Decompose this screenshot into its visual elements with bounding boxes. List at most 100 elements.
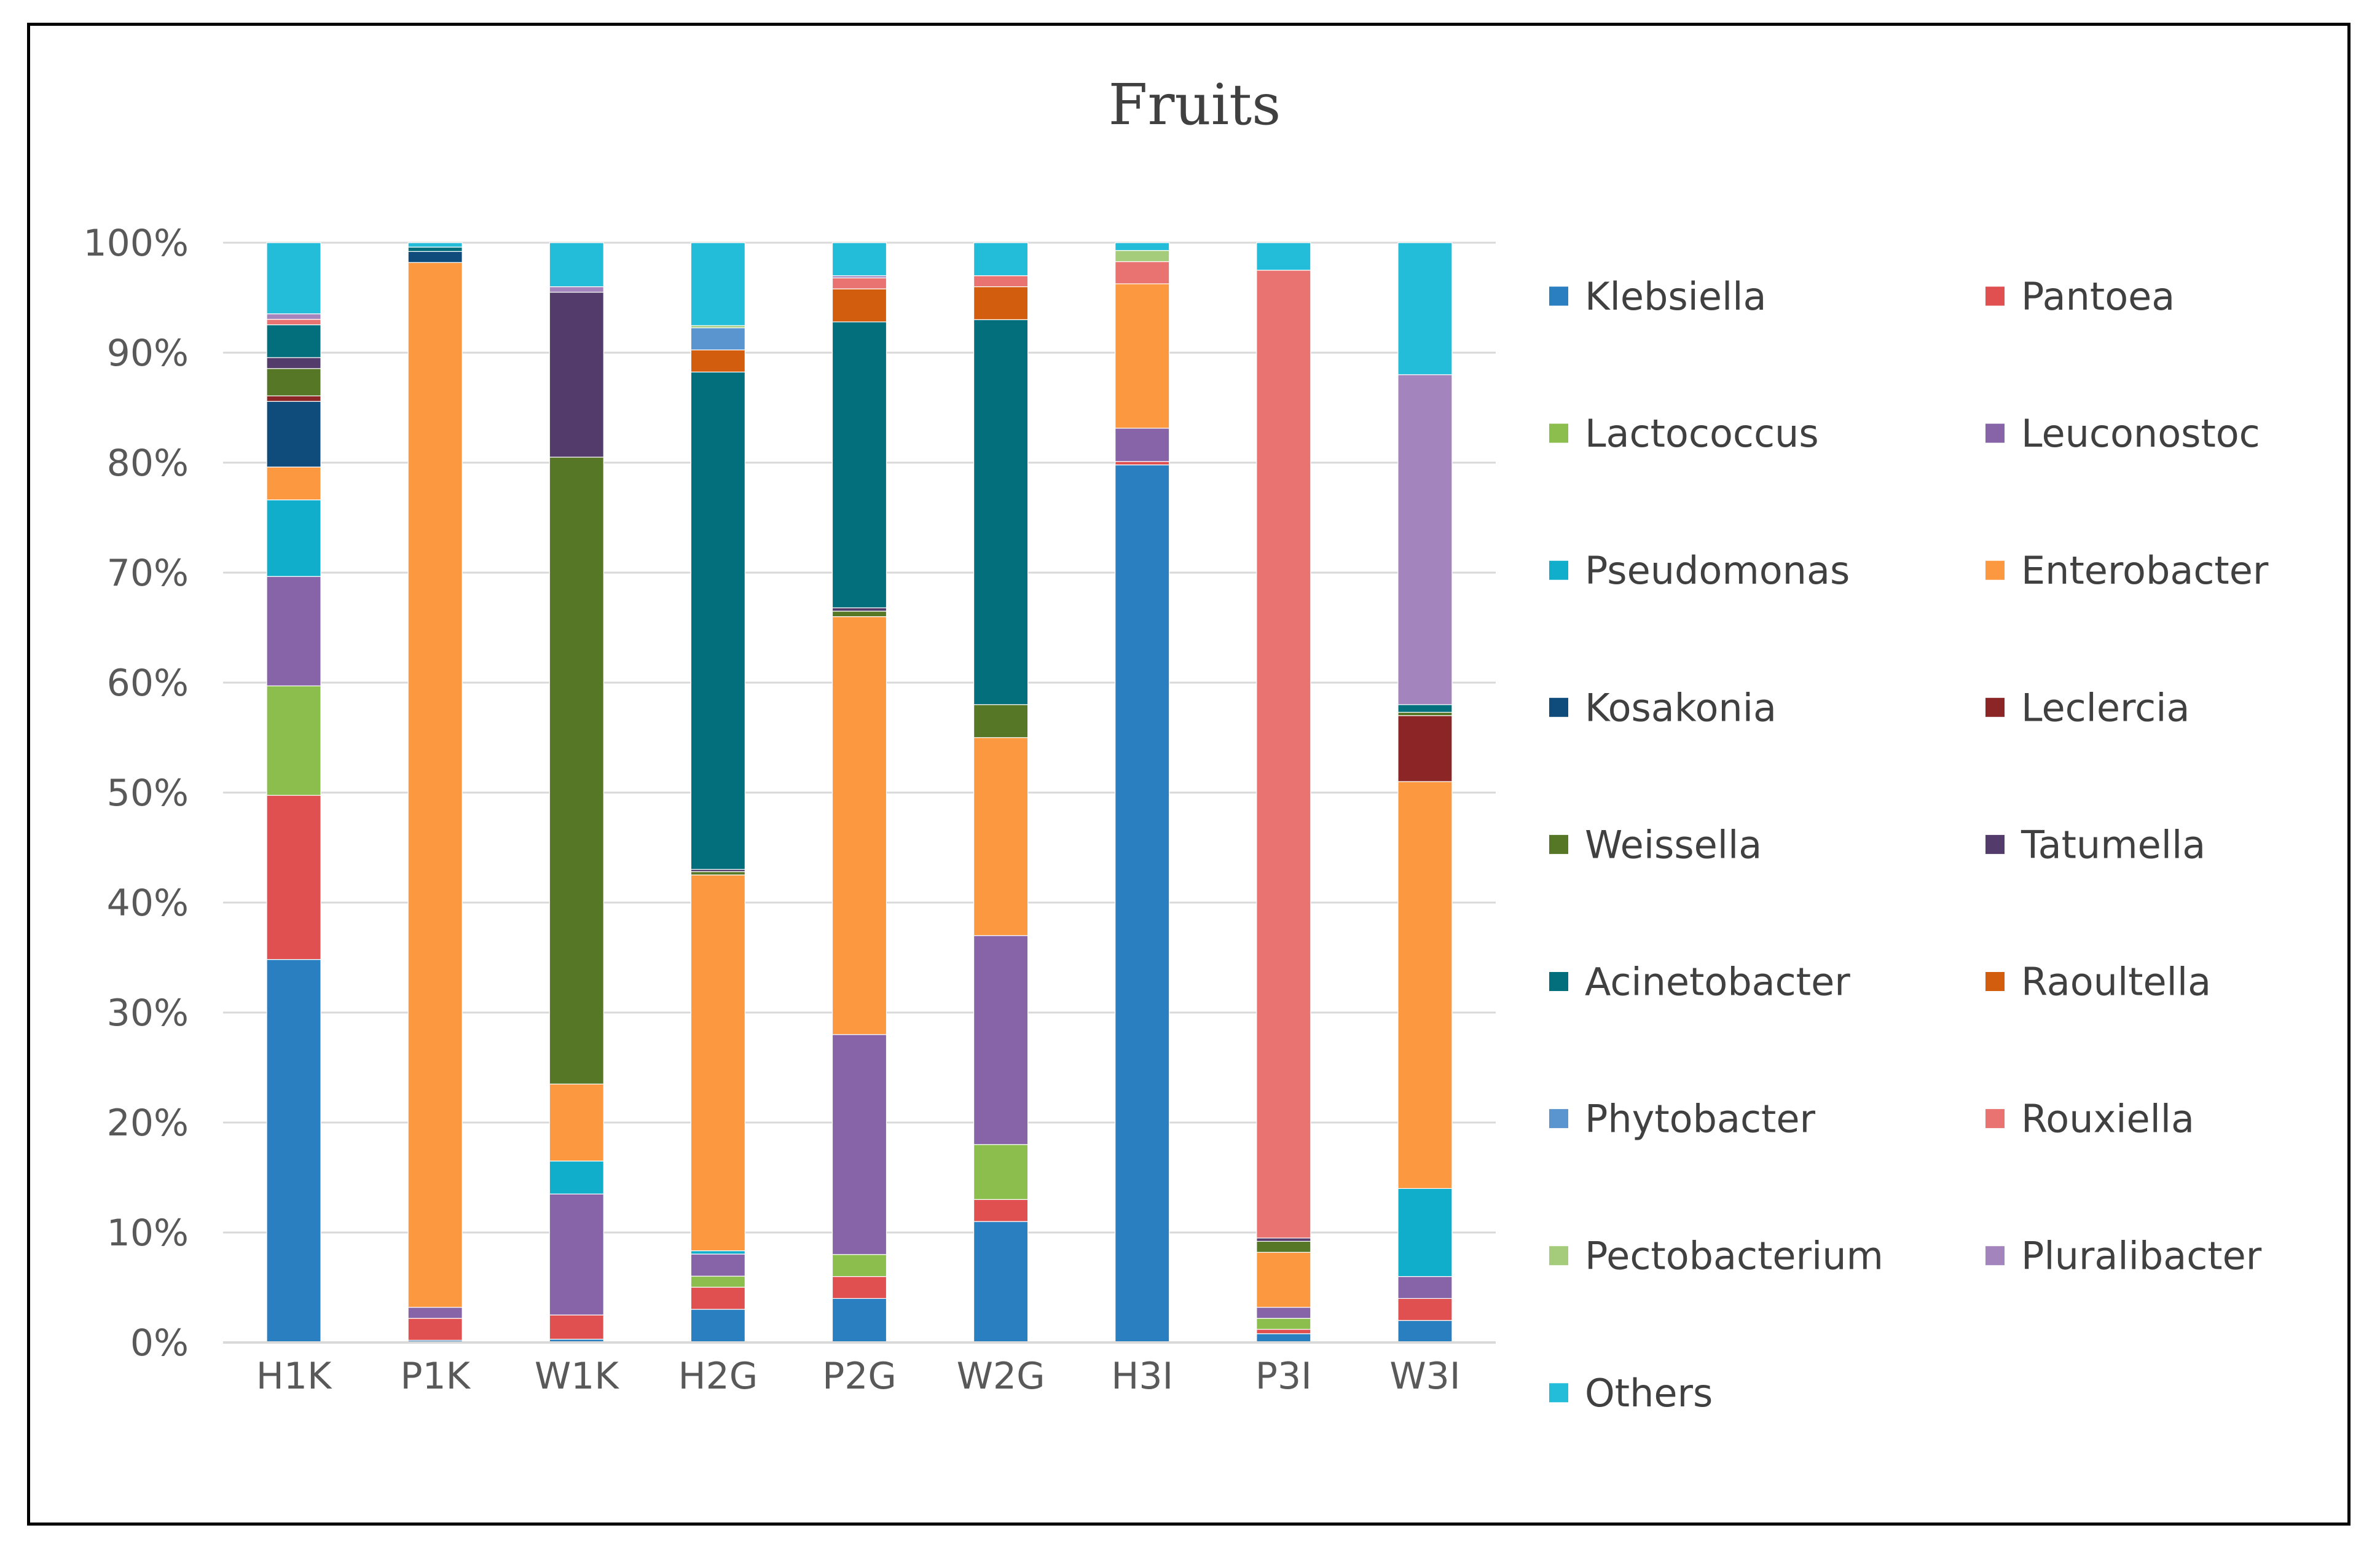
legend-item-leclercia: Leclercia — [1985, 685, 2190, 730]
legend-item-klebsiella: Klebsiella — [1549, 274, 1767, 319]
legend-label: Raoultella — [2021, 960, 2211, 1005]
y-tick-label: 100% — [83, 222, 189, 265]
legend-label: Pectobacterium — [1585, 1234, 1883, 1279]
bar-stack-p3i: Klebsiella P3I: 0.8Pantoea P3I: 0.4Lacto… — [1256, 242, 1311, 1343]
bar-segment-weissella-w3i: Weissella W3I: 0.3 — [1397, 711, 1453, 716]
legend-swatch — [1985, 560, 2005, 580]
bar-segment-lactococcus-w2g: Lactococcus W2G: 5 — [973, 1144, 1029, 1200]
bar-segment-rouxiella-p2g: Rouxiella P2G: 1 — [831, 277, 887, 289]
bar-segment-pantoea-h2g: Pantoea H2G: 2 — [690, 1287, 745, 1310]
bar-segment-pseudomonas-h1k: Pseudomonas H1K: 7 — [266, 499, 321, 577]
y-tick-label: 50% — [107, 772, 189, 815]
bar-segment-klebsiella-h1k: Klebsiella H1K: 35 — [266, 959, 321, 1343]
bar-stack-w1k: Klebsiella W1K: 0.3Pantoea W1K: 2.2Leuco… — [549, 242, 604, 1343]
bar-segment-pantoea-p2g: Pantoea P2G: 2 — [831, 1276, 887, 1299]
bar-stacks: Klebsiella H1K: 35Pantoea H1K: 15 Lactoco… — [266, 242, 1453, 1343]
bar-segment-weissella-w2g: Weissella W2G: 3 — [973, 704, 1029, 739]
legend-swatch — [1985, 1109, 2005, 1129]
legend-swatch — [1549, 834, 1568, 854]
legend-label: Rouxiella — [2021, 1097, 2194, 1142]
legend-swatch — [1549, 1246, 1568, 1266]
legend-swatch — [1985, 423, 2005, 443]
bar-segment-others-p1k: Others P1K: 0.4 — [407, 242, 463, 248]
bar-segment-klebsiella-w2g: Klebsiella W2G: 11 — [973, 1221, 1029, 1343]
bar-segment-pantoea-w1k: Pantoea W1K: 2.2 — [549, 1314, 604, 1340]
bar-segment-lactococcus-h2g: Lactococcus H2G: 1 — [690, 1276, 745, 1288]
legend-swatch — [1549, 1109, 1568, 1129]
bar-segment-klebsiella-h2g: Klebsiella H2G: 3 — [690, 1309, 745, 1343]
bar-segment-pseudomonas-h2g: Pseudomonas H2G: 0.3 — [690, 1250, 745, 1255]
bar-segment-others-p3i: Others P3I: 2.5 — [1256, 242, 1311, 271]
bar-segment-leuconostoc-h3i: Leuconostoc H3I: 3 — [1115, 428, 1170, 462]
bar-segment-pantoea-p3i: Pantoea P3I: 0.4 — [1256, 1328, 1311, 1334]
bar-segment-acinetobacter-w2g: Acinetobacter W2G: 35 — [973, 319, 1029, 705]
legend-swatch — [1985, 834, 2005, 854]
chart-frame: Fruits 0% 10% 20% 30% 40% 50% 60% 70% 80% 90% 100%… — [27, 23, 2351, 1526]
legend-swatch — [1549, 560, 1568, 580]
y-tick-label: 60% — [107, 662, 189, 705]
bar-segment-enterobacter-h2g: Enterobacter H2G: 34 — [690, 874, 745, 1252]
bar-segment-pseudomonas-w3i: Pseudomonas W3I: 8 — [1397, 1188, 1453, 1277]
bar-stack-p2g: Klebsiella P2G: 4Pantoea P2G: 2Lactococc… — [831, 242, 887, 1343]
legend-label: Lactococcus — [1585, 411, 1819, 456]
y-tick-label: 20% — [107, 1102, 189, 1145]
y-tick-label: 0% — [130, 1322, 189, 1365]
legend-swatch — [1549, 972, 1568, 991]
legend-item-phytobacter: Phytobacter — [1549, 1097, 1816, 1142]
legend-swatch — [1549, 423, 1568, 443]
legend-swatch — [1985, 972, 2005, 991]
legend-label: Pluralibacter — [2021, 1234, 2262, 1279]
bar-segment-tatumella-p2g: Tatumella P2G: 0.3 — [831, 607, 887, 612]
bar-segment-pantoea-h3i: Pantoea H3I: 0.3 — [1115, 461, 1170, 466]
legend-swatch — [1985, 697, 2005, 717]
legend-item-acinetobacter: Acinetobacter — [1549, 960, 1850, 1005]
chart-title: Fruits — [1109, 72, 1281, 138]
x-tick-label: W2G — [957, 1355, 1045, 1398]
bar-segment-leuconostoc-w3i: Leuconostoc W3I: 2 — [1397, 1276, 1453, 1299]
x-tick-label: H1K — [256, 1355, 332, 1398]
legend-swatch — [1549, 286, 1568, 306]
legend-label: Others — [1585, 1371, 1713, 1416]
bar-segment-weissella-p2g: Weissella P2G: 0.5 — [831, 611, 887, 617]
bar-segment-enterobacter-h1k: Enterobacter H1K: 3 — [266, 466, 321, 501]
bar-segment-raoultella-p2g: Raoultella P2G: 3 — [831, 288, 887, 323]
y-axis-ticks: 0% 10% 20% 30% 40% 50% 60% 70% 80% 90% 100% — [83, 222, 189, 1365]
legend-label: Tatumella — [2021, 822, 2205, 867]
bar-segment-acinetobacter-h1k: Acinetobacter H1K: 3 — [266, 324, 321, 358]
legend-item-pectobacterium: Pectobacterium — [1549, 1234, 1883, 1279]
bar-segment-rouxiella-w2g: Rouxiella W2G: 1 — [973, 275, 1029, 288]
legend-swatch — [1549, 1383, 1568, 1403]
y-tick-label: 10% — [107, 1212, 189, 1255]
bar-segment-lactococcus-p3i: Lactococcus P3I: 1 — [1256, 1318, 1311, 1330]
bar-stack-p1k: Klebsiella P1K: 0.2Pantoea P1K: 2Leucono… — [407, 242, 463, 1343]
x-tick-label: P2G — [822, 1355, 897, 1398]
bar-segment-rouxiella-h1k: Rouxiella H1K: 0.5 — [266, 319, 321, 326]
bar-segment-others-w2g: Others W2G: 3 — [973, 242, 1029, 276]
bar-segment-klebsiella-p2g: Klebsiella P2G: 4 — [831, 1298, 887, 1343]
legend-label: Leuconostoc — [2021, 411, 2260, 456]
y-tick-label: 40% — [107, 882, 189, 925]
x-tick-label: P3I — [1255, 1355, 1312, 1398]
bar-segment-acinetobacter-h2g: Acinetobacter H2G: 45 — [690, 371, 745, 870]
legend-item-lactococcus: Lactococcus — [1549, 411, 1819, 456]
bar-stack-h2g: Klebsiella H2G: 3Pantoea H2G: 2Lactococc… — [690, 242, 745, 1343]
bar-segment-acinetobacter-p2g: Acinetobacter P2G: 26 — [831, 321, 887, 608]
legend-item-others: Others — [1549, 1371, 1713, 1416]
legend-item-pluralibacter: Pluralibacter — [1985, 1234, 2262, 1279]
legend-item-tatumella: Tatumella — [1985, 822, 2205, 867]
bar-segment-weissella-p3i: Weissella P3I: 1 — [1256, 1240, 1311, 1253]
bar-segment-enterobacter-p1k: Enterobacter P1K: 95 — [407, 262, 463, 1308]
legend-swatch — [1985, 286, 2005, 306]
bar-segment-pantoea-h1k: Pantoea H1K: 15 — [266, 794, 321, 960]
legend-label: Weissella — [1585, 822, 1762, 867]
legend-label: Pantoea — [2021, 274, 2175, 319]
bar-segment-others-h1k: Others H1K: 6.5 — [266, 242, 321, 315]
y-tick-label: 30% — [107, 992, 189, 1035]
bar-segment-pantoea-w3i: Pantoea W3I: 2 — [1397, 1298, 1453, 1321]
bar-segment-rouxiella-p3i: Rouxiella P3I: 88 — [1256, 270, 1311, 1239]
bar-segment-kosakonia-h1k: Kosakonia H1K: 6 — [266, 401, 321, 468]
bar-stack-w2g: Klebsiella W2G: 11Pantoea W2G: 2Lactococ… — [973, 242, 1029, 1343]
bar-segment-others-w1k: Others W1K: 4 — [549, 242, 604, 288]
bar-segment-acinetobacter-p1k: Acinetobacter P1K: 0.4 — [407, 246, 463, 252]
legend-label: Klebsiella — [1585, 274, 1767, 319]
